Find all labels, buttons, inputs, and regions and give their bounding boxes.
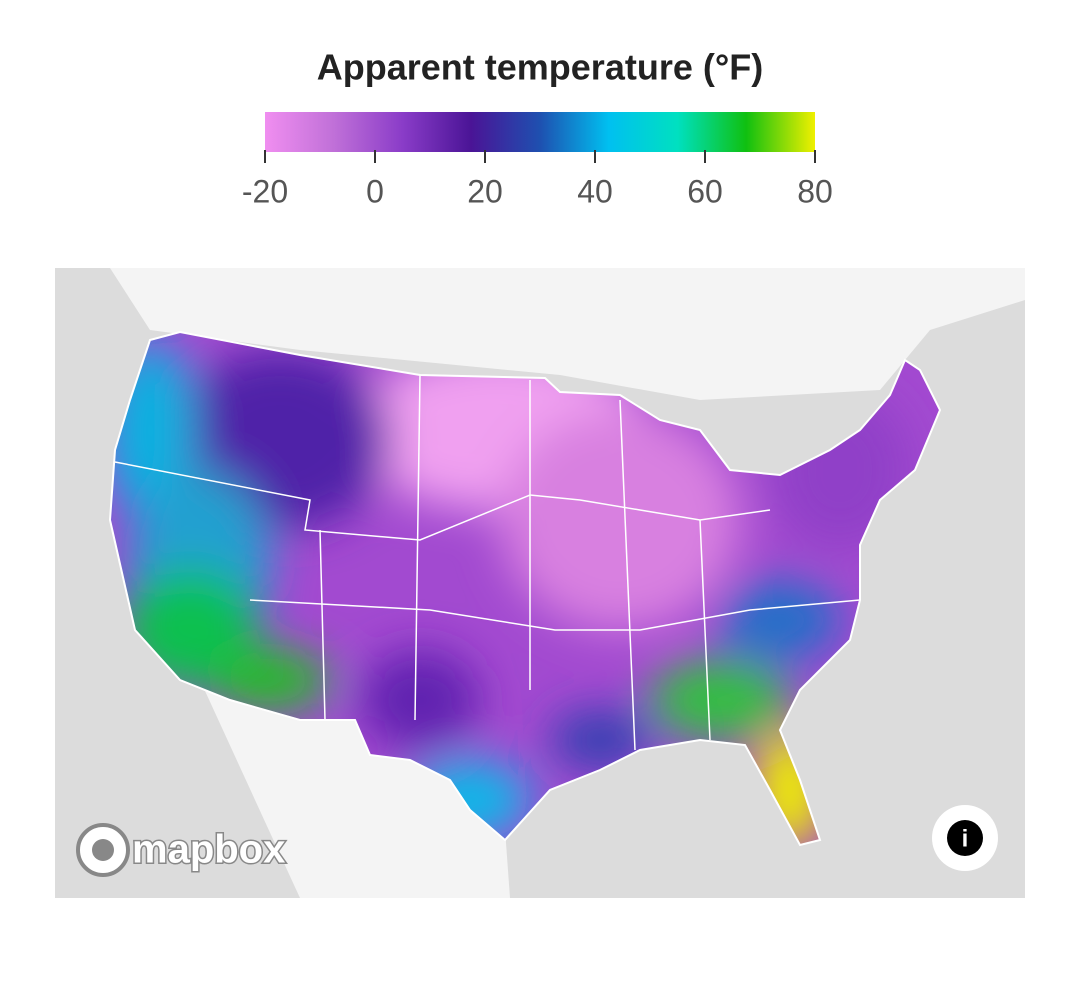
tick-label: 0: [366, 173, 384, 209]
mapbox-logo: mapbox: [76, 823, 287, 877]
tick-label: 80: [797, 173, 833, 209]
color-bar: [265, 112, 815, 152]
tick-label: 20: [467, 173, 503, 209]
legend-title: Apparent temperature (°F): [317, 47, 763, 88]
state-borders: [114, 374, 861, 751]
attribution: mapbox: [132, 828, 285, 872]
tick-label: 40: [577, 173, 613, 209]
tick-label: 60: [687, 173, 723, 209]
tick-label: -20: [242, 173, 288, 209]
us-outline: [108, 330, 942, 847]
legend-ticks: -20 0 20 40 60 80: [242, 150, 833, 209]
svg-text:i: i: [962, 825, 969, 852]
canada: [55, 268, 1025, 400]
info-button[interactable]: i: [932, 805, 998, 871]
mexico: [200, 680, 510, 898]
